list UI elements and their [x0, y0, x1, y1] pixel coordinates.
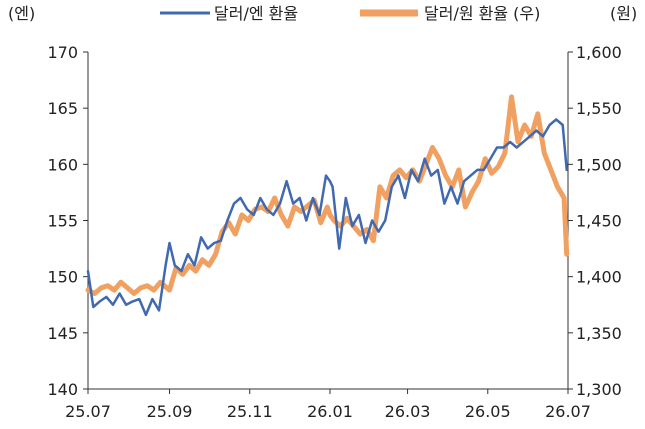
- legend-label-usdjpy: 달러/엔 환율: [214, 4, 298, 23]
- x-tick-label: 26.03: [385, 402, 431, 421]
- x-tick-label: 26.01: [307, 402, 353, 421]
- left-tick-label: 165: [47, 99, 78, 118]
- left-tick-label: 160: [47, 155, 78, 174]
- legend-label-usdkrw: 달러/원 환율 (우): [424, 4, 540, 23]
- left-tick-label: 155: [47, 212, 78, 231]
- right-tick-label: 1,450: [576, 212, 622, 231]
- x-tick-label: 26.05: [465, 402, 511, 421]
- right-axis-unit: (원): [610, 4, 637, 23]
- legend: 달러/엔 환율 달러/원 환율 (우): [160, 4, 540, 23]
- series-layer: [85, 94, 570, 317]
- x-tick-label: 26.07: [545, 402, 591, 421]
- left-tick-label: 140: [47, 380, 78, 399]
- left-axis-unit: (엔): [8, 4, 35, 23]
- right-tick-label: 1,550: [576, 99, 622, 118]
- right-tick-label: 1,300: [576, 380, 622, 399]
- left-tick-label: 150: [47, 268, 78, 287]
- left-tick-label: 145: [47, 324, 78, 343]
- right-tick-label: 1,600: [576, 43, 622, 62]
- x-tick-label: 25.11: [227, 402, 273, 421]
- series-line-usdjpy: [86, 118, 568, 317]
- x-tick-label: 25.09: [147, 402, 193, 421]
- series-line-usdkrw: [85, 94, 570, 296]
- x-tick-label: 25.07: [65, 402, 111, 421]
- right-tick-label: 1,350: [576, 324, 622, 343]
- axes: 140 145 150 155 160 165 170 1,300 1,350 1,400 1,45…: [47, 43, 621, 421]
- right-tick-label: 1,500: [576, 155, 622, 174]
- right-tick-label: 1,400: [576, 268, 622, 287]
- left-tick-label: 170: [47, 43, 78, 62]
